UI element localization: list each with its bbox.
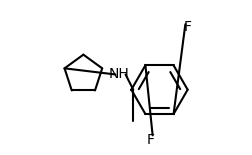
Text: F: F xyxy=(184,20,192,34)
Text: F: F xyxy=(147,133,155,147)
Text: NH: NH xyxy=(109,67,130,82)
